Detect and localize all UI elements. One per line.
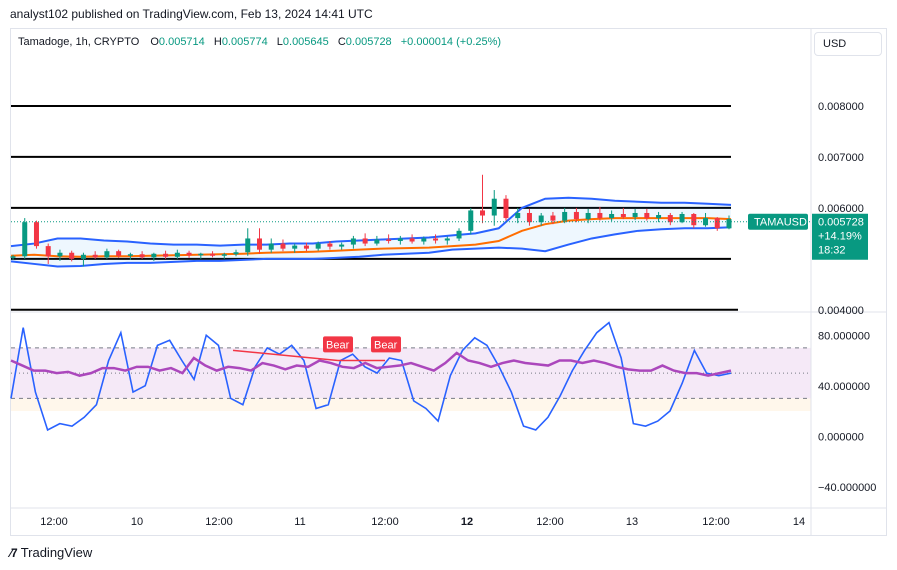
tradingview-logo-icon: ⁄7 xyxy=(10,545,18,560)
open-value: 0.005714 xyxy=(158,36,205,48)
chart-frame xyxy=(10,28,887,536)
symbol-legend: Tamadoge, 1h, CRYPTO O0.005714 H0.005774… xyxy=(18,36,502,48)
brand-name: TradingView xyxy=(20,545,93,560)
high-value: 0.005774 xyxy=(221,36,268,48)
tradingview-footer[interactable]: ⁄7 TradingView xyxy=(10,545,92,560)
close-value: 0.005728 xyxy=(345,36,392,48)
publisher-line: analyst102 published on TradingView.com,… xyxy=(10,7,373,21)
currency-selector[interactable]: USD xyxy=(814,32,882,56)
low-value: 0.005645 xyxy=(282,36,329,48)
symbol-name[interactable]: Tamadoge, 1h, CRYPTO xyxy=(18,36,140,48)
change-value: +0.000014 (+0.25%) xyxy=(400,36,502,48)
